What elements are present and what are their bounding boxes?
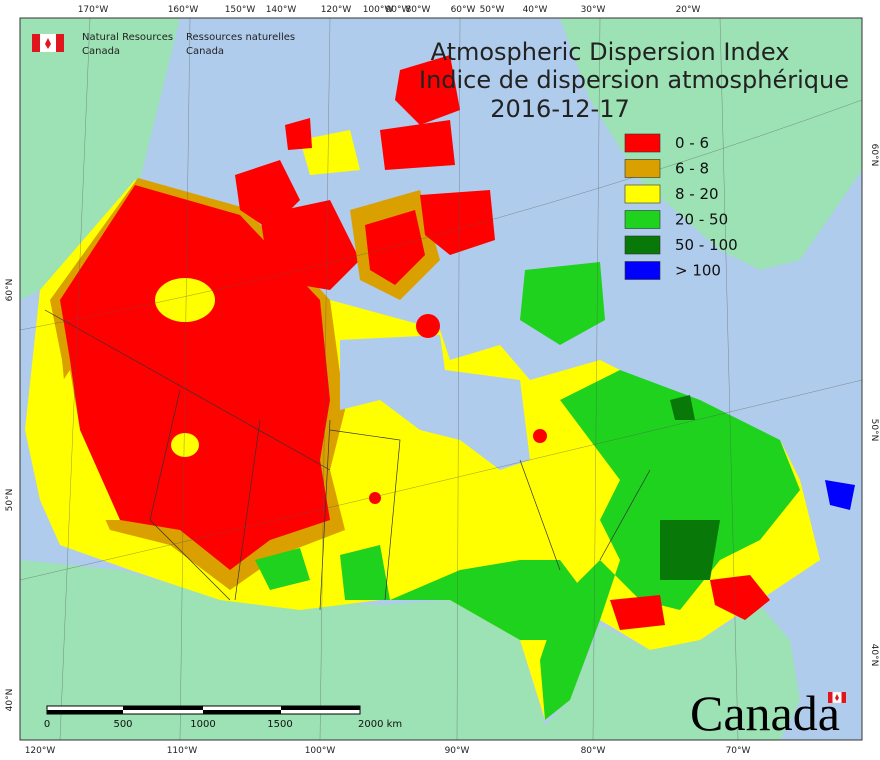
scale-label: 0: [44, 719, 50, 730]
scale-label: 1000: [190, 719, 215, 730]
arctic-island: [420, 190, 495, 255]
legend-label: > 100: [675, 262, 721, 280]
arctic-island: [395, 55, 460, 125]
agency-fr: Canada: [186, 46, 224, 57]
scale-bar-segment: [203, 710, 281, 714]
top-tick-label: 100°W: [363, 5, 394, 15]
top-tick-label: 30°W: [581, 5, 606, 15]
agency-en: Natural Resources: [82, 32, 173, 43]
legend-label: 50 - 100: [675, 236, 738, 254]
wordmark-flag-leaf: [835, 694, 839, 701]
zone-yellow-spot: [171, 433, 199, 457]
top-tick-label: 20°W: [676, 5, 701, 15]
wordmark-flag-bar: [841, 692, 846, 703]
arctic-island: [365, 210, 425, 285]
zone-green-labrador: [520, 262, 605, 345]
zone-red-maritimes: [710, 575, 770, 620]
flag-bar: [56, 34, 64, 52]
agency-en: Canada: [82, 46, 120, 57]
zone-blue: [825, 480, 855, 510]
bottom-tick-label: 70°W: [726, 746, 751, 756]
right-tick-label: 50°N: [869, 419, 879, 442]
bottom-tick-label: 90°W: [445, 746, 470, 756]
map-frame: [19, 17, 863, 741]
top-tick-label: 150°W: [225, 5, 256, 15]
zone-red: [60, 185, 330, 570]
zone-yellow-bc: [45, 370, 120, 520]
arctic-island: [260, 200, 360, 290]
title-date: 2016-12-17: [490, 95, 629, 123]
graticule-line: [19, 17, 863, 741]
left-tick-label: 50°N: [5, 489, 15, 512]
title-fr: Indice de dispersion atmosphérique: [419, 66, 849, 94]
legend-swatch: [624, 210, 661, 229]
scale-label: 1500: [267, 719, 292, 730]
top-tick-label: 170°W: [78, 5, 109, 15]
zone-green-prairie: [255, 548, 310, 590]
zone-darkgreen: [670, 395, 695, 420]
legend-swatch: [624, 133, 661, 153]
flag-leaf: [45, 38, 51, 49]
top-tick-label: 120°W: [321, 5, 352, 15]
zone-yellow-spot: [155, 278, 215, 322]
scale-bar-segment: [123, 706, 203, 710]
graticule-labels: 170°W 160°W 150°W 140°W 120°W 100°W90°W80°W 60…: [5, 5, 879, 756]
left-tick-label: 40°N: [5, 689, 15, 712]
scale-label: 500: [113, 719, 132, 730]
left-tick-label: 60°N: [5, 279, 15, 302]
legend-label: 20 - 50: [675, 211, 728, 229]
scale-bar-segment: [281, 706, 360, 710]
top-tick-label: 50°W: [480, 5, 505, 15]
bottom-tick-label: 110°W: [167, 746, 198, 756]
legend-swatch: [624, 261, 661, 280]
red-spot: [369, 492, 381, 504]
right-tick-label: 60°N: [869, 144, 879, 167]
agency-fr: Ressources naturelles: [186, 32, 295, 43]
title-en: Atmospheric Dispersion Index: [431, 38, 790, 66]
scale-bar: 0 500 1000 1500 2000 km: [44, 705, 402, 730]
top-tick-label: 140°W: [266, 5, 297, 15]
wordmark: Canada: [690, 685, 847, 741]
wordmark-flag-bar: [828, 692, 833, 703]
greenland-land: [560, 18, 862, 270]
arctic-island: [380, 120, 455, 170]
right-tick-label: 40°N: [869, 644, 879, 667]
agency-signature: Natural Resources Canada Ressources natu…: [32, 32, 295, 57]
scale-bar-segment: [47, 710, 123, 714]
zone-green-manitoba: [340, 545, 390, 600]
legend-label: 8 - 20: [675, 185, 719, 203]
canada-wordmark: Canada: [690, 685, 840, 741]
bottom-tick-label: 100°W: [305, 746, 336, 756]
province-boundary: [44, 309, 651, 611]
legend-label: 0 - 6: [675, 134, 709, 152]
red-spot: [533, 429, 547, 443]
legend-swatch: [624, 235, 661, 255]
red-spot: [416, 314, 440, 338]
top-tick-label: 40°W: [523, 5, 548, 15]
zone-red-quebec: [610, 595, 665, 630]
arctic-island: [300, 130, 360, 175]
map-border: [19, 17, 863, 741]
zone-darkgreen: [660, 520, 720, 580]
legend-swatch: [624, 184, 661, 204]
bottom-tick-label: 80°W: [581, 746, 606, 756]
top-tick-label: 160°W: [168, 5, 199, 15]
usa-land: [20, 560, 800, 740]
legend: 0 - 6 6 - 8 8 - 20 20 - 50 50 - 100 > 100: [624, 133, 738, 280]
bottom-tick-label: 120°W: [25, 746, 56, 756]
top-tick-label: 60°W: [451, 5, 476, 15]
zone-green-ontario: [390, 560, 590, 640]
hudson-bay: [340, 335, 530, 470]
legend-swatch: [624, 159, 661, 178]
top-tick-label: 80°W: [406, 5, 431, 15]
alaska-land: [20, 18, 180, 300]
arctic-island: [285, 118, 312, 150]
top-tick-label: 90°W: [386, 5, 411, 15]
flag-bar: [32, 34, 40, 52]
legend-label: 6 - 8: [675, 160, 709, 178]
scale-label: 2000 km: [358, 719, 402, 730]
